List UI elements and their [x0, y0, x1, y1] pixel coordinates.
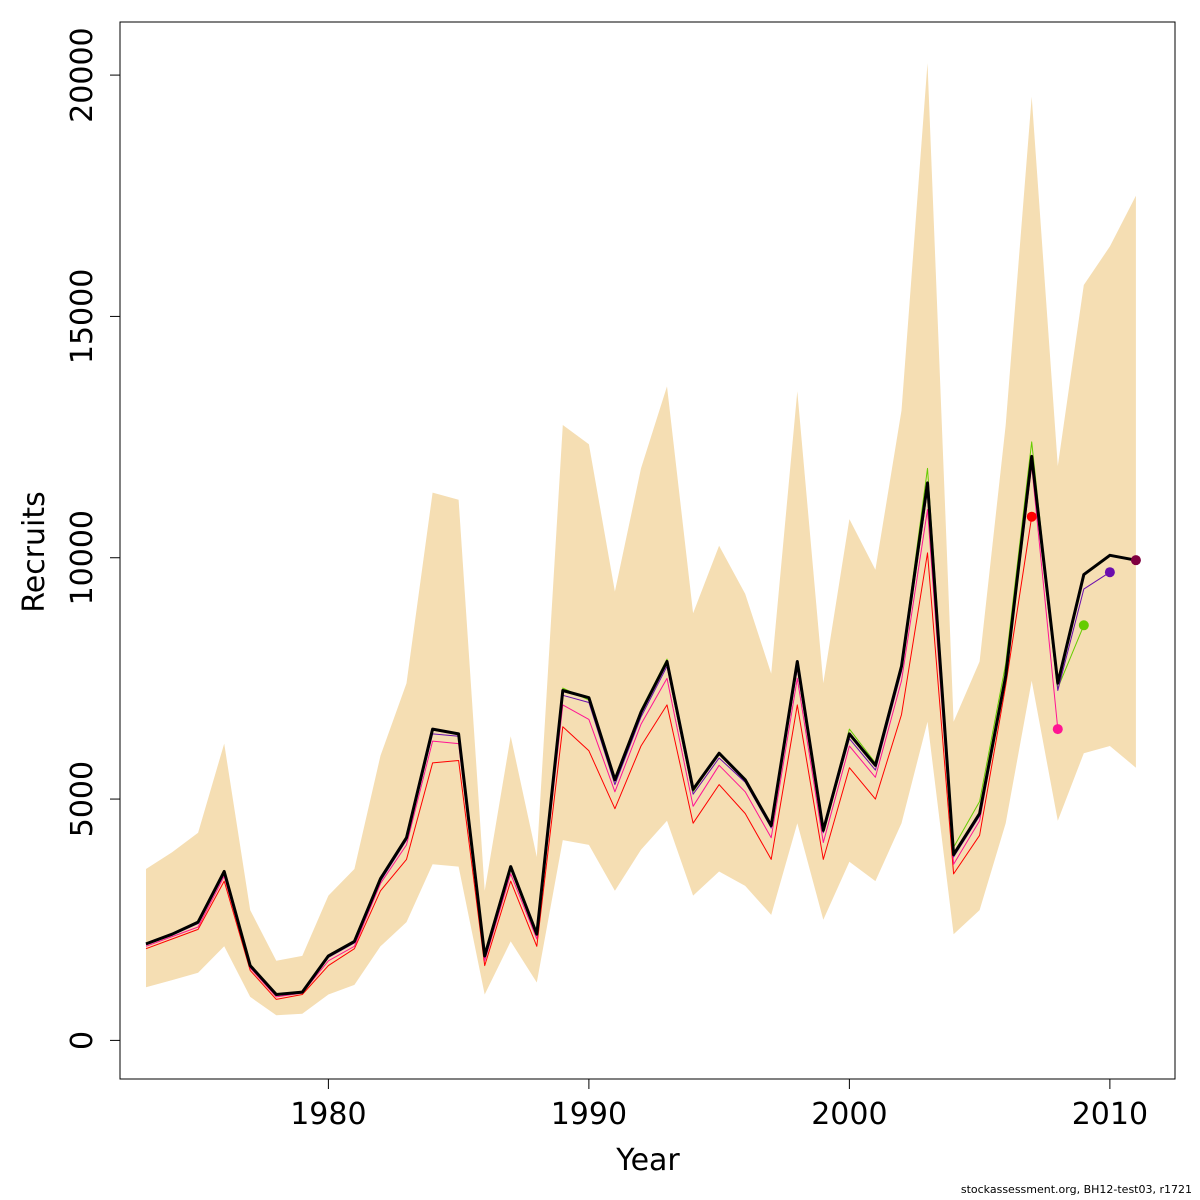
x-tick-label-2010: 2010 [1072, 1097, 1148, 1132]
end-points-layer [1026, 511, 1141, 735]
y-tick-label-10000: 10000 [65, 510, 100, 605]
y-tick-label-15000: 15000 [65, 269, 100, 364]
confidence-band-layer [146, 63, 1136, 1016]
end-point-2010 [1104, 567, 1115, 578]
end-point-2011 [1130, 555, 1141, 566]
x-tick-label-1990: 1990 [551, 1097, 627, 1132]
end-point-2009 [1078, 620, 1089, 631]
end-point-2008 [1052, 724, 1063, 735]
footnote: stockassessment.org, BH12-test03, r1721 [960, 1183, 1192, 1196]
x-axis: 1980 1990 2000 2010 [290, 1079, 1148, 1132]
end-point-2007 [1026, 511, 1037, 522]
y-axis: 0 5000 10000 15000 20000 [65, 27, 120, 1050]
x-tick-label-1980: 1980 [290, 1097, 366, 1132]
y-tick-label-0: 0 [65, 1031, 100, 1050]
confidence-band [146, 63, 1136, 1016]
series-layer [145, 441, 1137, 1000]
y-tick-label-20000: 20000 [65, 27, 100, 122]
peel-series-line-0 [145, 516, 1033, 1000]
y-axis-title: Recruits [17, 491, 52, 613]
x-tick-label-2000: 2000 [811, 1097, 887, 1132]
y-tick-label-5000: 5000 [65, 761, 100, 837]
x-axis-title: Year [615, 1143, 680, 1178]
main-series-line [145, 454, 1137, 996]
plot-frame [119, 21, 1176, 1080]
